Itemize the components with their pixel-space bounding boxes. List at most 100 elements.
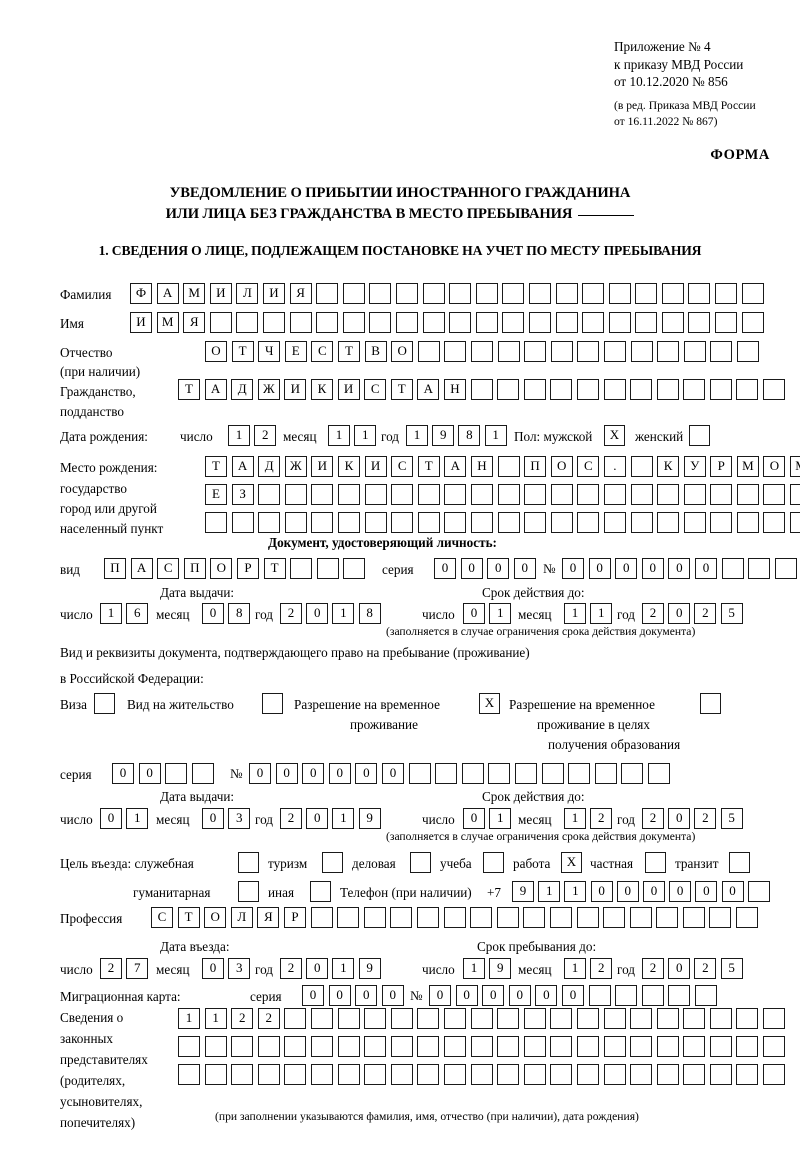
char-box[interactable]: Р <box>283 907 306 928</box>
char-box[interactable]: 1 <box>332 603 355 624</box>
char-box[interactable] <box>205 512 227 533</box>
char-box[interactable] <box>497 1008 520 1029</box>
char-box[interactable]: 2 <box>694 958 717 979</box>
char-box[interactable] <box>369 312 392 333</box>
char-box[interactable]: Р <box>236 558 259 579</box>
char-box[interactable] <box>475 283 498 304</box>
legal-rep-row-2-boxes[interactable] <box>178 1036 790 1057</box>
char-box[interactable] <box>262 312 285 333</box>
char-box[interactable]: 0 <box>513 558 536 579</box>
char-box[interactable]: 1 <box>100 603 122 624</box>
purpose-official-checkbox[interactable] <box>238 852 259 873</box>
char-box[interactable] <box>390 907 413 928</box>
char-box[interactable] <box>443 1008 466 1029</box>
char-box[interactable] <box>736 379 759 400</box>
char-box[interactable] <box>736 341 759 362</box>
char-box[interactable] <box>630 1008 653 1029</box>
char-box[interactable] <box>390 1036 413 1057</box>
char-box[interactable] <box>523 1036 546 1057</box>
char-box[interactable]: 0 <box>590 881 613 902</box>
char-box[interactable]: 0 <box>562 558 584 579</box>
char-box[interactable]: Н <box>470 456 493 477</box>
char-box[interactable]: 1 <box>489 808 512 829</box>
char-box[interactable] <box>603 1064 626 1085</box>
char-box[interactable] <box>311 512 334 533</box>
char-box[interactable]: 2 <box>100 958 122 979</box>
char-box[interactable] <box>709 1008 732 1029</box>
char-box[interactable]: 0 <box>381 985 404 1006</box>
char-box[interactable] <box>310 907 333 928</box>
char-box[interactable] <box>550 1008 573 1029</box>
char-box[interactable]: 0 <box>138 763 161 784</box>
char-box[interactable] <box>316 312 339 333</box>
char-box[interactable] <box>582 312 605 333</box>
char-box[interactable] <box>470 484 493 505</box>
char-box[interactable]: 5 <box>720 603 743 624</box>
char-box[interactable] <box>204 1064 227 1085</box>
char-box[interactable] <box>310 1036 333 1057</box>
char-box[interactable]: Т <box>417 456 440 477</box>
char-box[interactable] <box>395 283 418 304</box>
char-box[interactable]: 0 <box>302 985 324 1006</box>
char-box[interactable] <box>363 907 386 928</box>
char-box[interactable]: 2 <box>694 808 717 829</box>
char-box[interactable] <box>310 1064 333 1085</box>
char-box[interactable]: А <box>444 456 467 477</box>
char-box[interactable] <box>337 907 360 928</box>
char-box[interactable] <box>603 379 626 400</box>
purpose-tourism-checkbox[interactable] <box>322 852 343 873</box>
char-box[interactable] <box>443 907 466 928</box>
char-box[interactable]: 0 <box>616 881 639 902</box>
char-box[interactable]: С <box>157 558 180 579</box>
char-box[interactable] <box>709 1064 732 1085</box>
char-box[interactable] <box>523 907 546 928</box>
char-box[interactable]: 0 <box>482 985 505 1006</box>
char-box[interactable] <box>470 512 493 533</box>
char-box[interactable]: 9 <box>358 958 381 979</box>
char-box[interactable]: Ч <box>258 341 281 362</box>
char-box[interactable] <box>657 341 680 362</box>
sex-male-checkbox[interactable]: X <box>604 425 625 446</box>
char-box[interactable] <box>444 341 467 362</box>
char-box[interactable]: 1 <box>463 958 485 979</box>
char-box[interactable]: 1 <box>538 881 561 902</box>
char-box[interactable] <box>470 1064 493 1085</box>
char-box[interactable]: 0 <box>669 881 692 902</box>
char-box[interactable]: 0 <box>381 763 404 784</box>
char-box[interactable] <box>541 763 564 784</box>
char-box[interactable]: О <box>204 907 227 928</box>
char-box[interactable]: 2 <box>590 958 613 979</box>
char-box[interactable]: С <box>391 456 414 477</box>
char-box[interactable]: 2 <box>642 603 664 624</box>
char-box[interactable] <box>236 312 259 333</box>
char-box[interactable]: М <box>183 283 206 304</box>
char-box[interactable] <box>310 1008 333 1029</box>
char-box[interactable]: М <box>790 456 800 477</box>
char-box[interactable] <box>435 763 458 784</box>
char-box[interactable]: С <box>311 341 334 362</box>
char-box[interactable] <box>497 341 520 362</box>
char-box[interactable] <box>682 907 705 928</box>
char-box[interactable]: К <box>337 456 360 477</box>
char-box[interactable]: . <box>603 456 626 477</box>
char-box[interactable]: 0 <box>588 558 611 579</box>
char-box[interactable]: Я <box>289 283 312 304</box>
char-box[interactable]: У <box>683 456 706 477</box>
char-box[interactable]: 1 <box>564 603 586 624</box>
char-box[interactable]: П <box>183 558 206 579</box>
char-box[interactable]: 6 <box>126 603 149 624</box>
char-box[interactable] <box>417 484 440 505</box>
char-box[interactable]: 1 <box>228 425 250 446</box>
char-box[interactable] <box>763 512 786 533</box>
char-box[interactable]: 0 <box>249 763 271 784</box>
char-box[interactable] <box>417 341 440 362</box>
char-box[interactable]: Т <box>263 558 286 579</box>
